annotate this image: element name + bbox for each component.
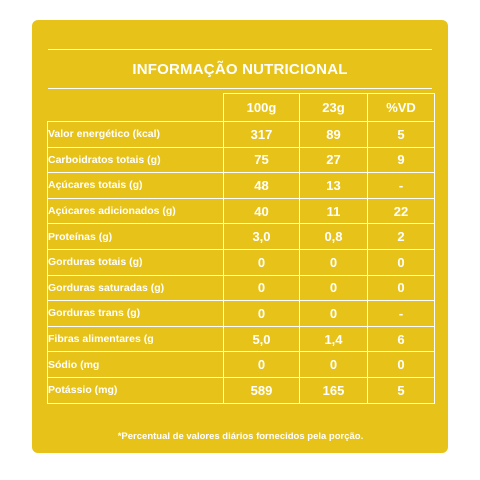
table-row: Açúcares totais (g) 48 13 - — [47, 172, 435, 199]
value-100g: 48 — [223, 172, 300, 199]
nutrient-name: Açúcares adicionados (g) — [47, 197, 224, 225]
value-vd: 0 — [367, 248, 435, 276]
value-23g: 11 — [299, 197, 368, 225]
value-vd: 5 — [367, 376, 435, 404]
value-100g: 317 — [223, 121, 300, 148]
value-vd: 9 — [367, 146, 435, 174]
table-row: Gorduras saturadas (g) 0 0 0 — [47, 274, 435, 302]
table-header-row: 100g 23g %VD — [47, 93, 435, 122]
value-vd: 22 — [367, 197, 435, 225]
footnote: *Percentual de valores diários fornecido… — [117, 431, 364, 442]
nutrient-name: Potássio (mg) — [47, 376, 224, 404]
value-vd: 0 — [367, 274, 435, 302]
value-vd: - — [367, 172, 435, 199]
value-100g: 5,0 — [223, 325, 300, 353]
header-vd: %VD — [367, 93, 435, 122]
value-vd: 0 — [367, 351, 435, 378]
value-vd: - — [367, 300, 435, 327]
nutrient-name: Gorduras trans (g) — [47, 300, 224, 327]
nutrition-table: 100g 23g %VD Valor energético (kcal) 317… — [47, 93, 435, 404]
value-23g: 165 — [299, 376, 368, 404]
value-100g: 0 — [223, 248, 300, 276]
value-23g: 89 — [299, 121, 368, 148]
table-row: Açúcares adicionados (g) 40 11 22 — [47, 197, 435, 225]
value-100g: 0 — [223, 351, 300, 378]
table-row: Fibras alimentares (g 5,0 1,4 6 — [47, 325, 435, 353]
table-row: Sódio (mg 0 0 0 — [47, 351, 435, 378]
header-23g: 23g — [299, 93, 368, 122]
nutrient-name: Proteínas (g) — [47, 223, 224, 250]
panel-title: INFORMAÇÃO NUTRICIONAL — [132, 60, 348, 78]
value-23g: 0 — [299, 351, 368, 378]
value-100g: 0 — [223, 274, 300, 302]
nutrient-name: Gorduras totais (g) — [47, 248, 224, 276]
nutrient-name: Açúcares totais (g) — [47, 172, 224, 199]
nutrient-name: Gorduras saturadas (g) — [47, 274, 224, 302]
value-23g: 13 — [299, 172, 368, 199]
value-vd: 5 — [367, 121, 435, 148]
value-23g: 0 — [299, 248, 368, 276]
panel-title-bar: INFORMAÇÃO NUTRICIONAL — [48, 49, 432, 89]
nutrient-name: Sódio (mg — [47, 351, 224, 378]
nutrient-name: Valor energético (kcal) — [47, 121, 224, 148]
value-23g: 0,8 — [299, 223, 368, 250]
value-23g: 27 — [299, 146, 368, 174]
value-100g: 3,0 — [223, 223, 300, 250]
value-100g: 75 — [223, 146, 300, 174]
value-vd: 2 — [367, 223, 435, 250]
table-row: Potássio (mg) 589 165 5 — [47, 376, 435, 404]
table-row: Carboidratos totais (g) 75 27 9 — [47, 146, 435, 174]
table-row: Proteínas (g) 3,0 0,8 2 — [47, 223, 435, 250]
nutrient-name: Fibras alimentares (g — [47, 325, 224, 353]
value-23g: 0 — [299, 274, 368, 302]
value-100g: 40 — [223, 197, 300, 225]
table-row: Valor energético (kcal) 317 89 5 — [47, 121, 435, 148]
nutrient-name: Carboidratos totais (g) — [47, 146, 224, 174]
value-23g: 0 — [299, 300, 368, 327]
value-100g: 0 — [223, 300, 300, 327]
table-row: Gorduras totais (g) 0 0 0 — [47, 248, 435, 276]
header-blank-cell — [47, 93, 224, 122]
value-100g: 589 — [223, 376, 300, 404]
value-vd: 6 — [367, 325, 435, 353]
value-23g: 1,4 — [299, 325, 368, 353]
table-row: Gorduras trans (g) 0 0 - — [47, 300, 435, 327]
header-100g: 100g — [223, 93, 300, 122]
